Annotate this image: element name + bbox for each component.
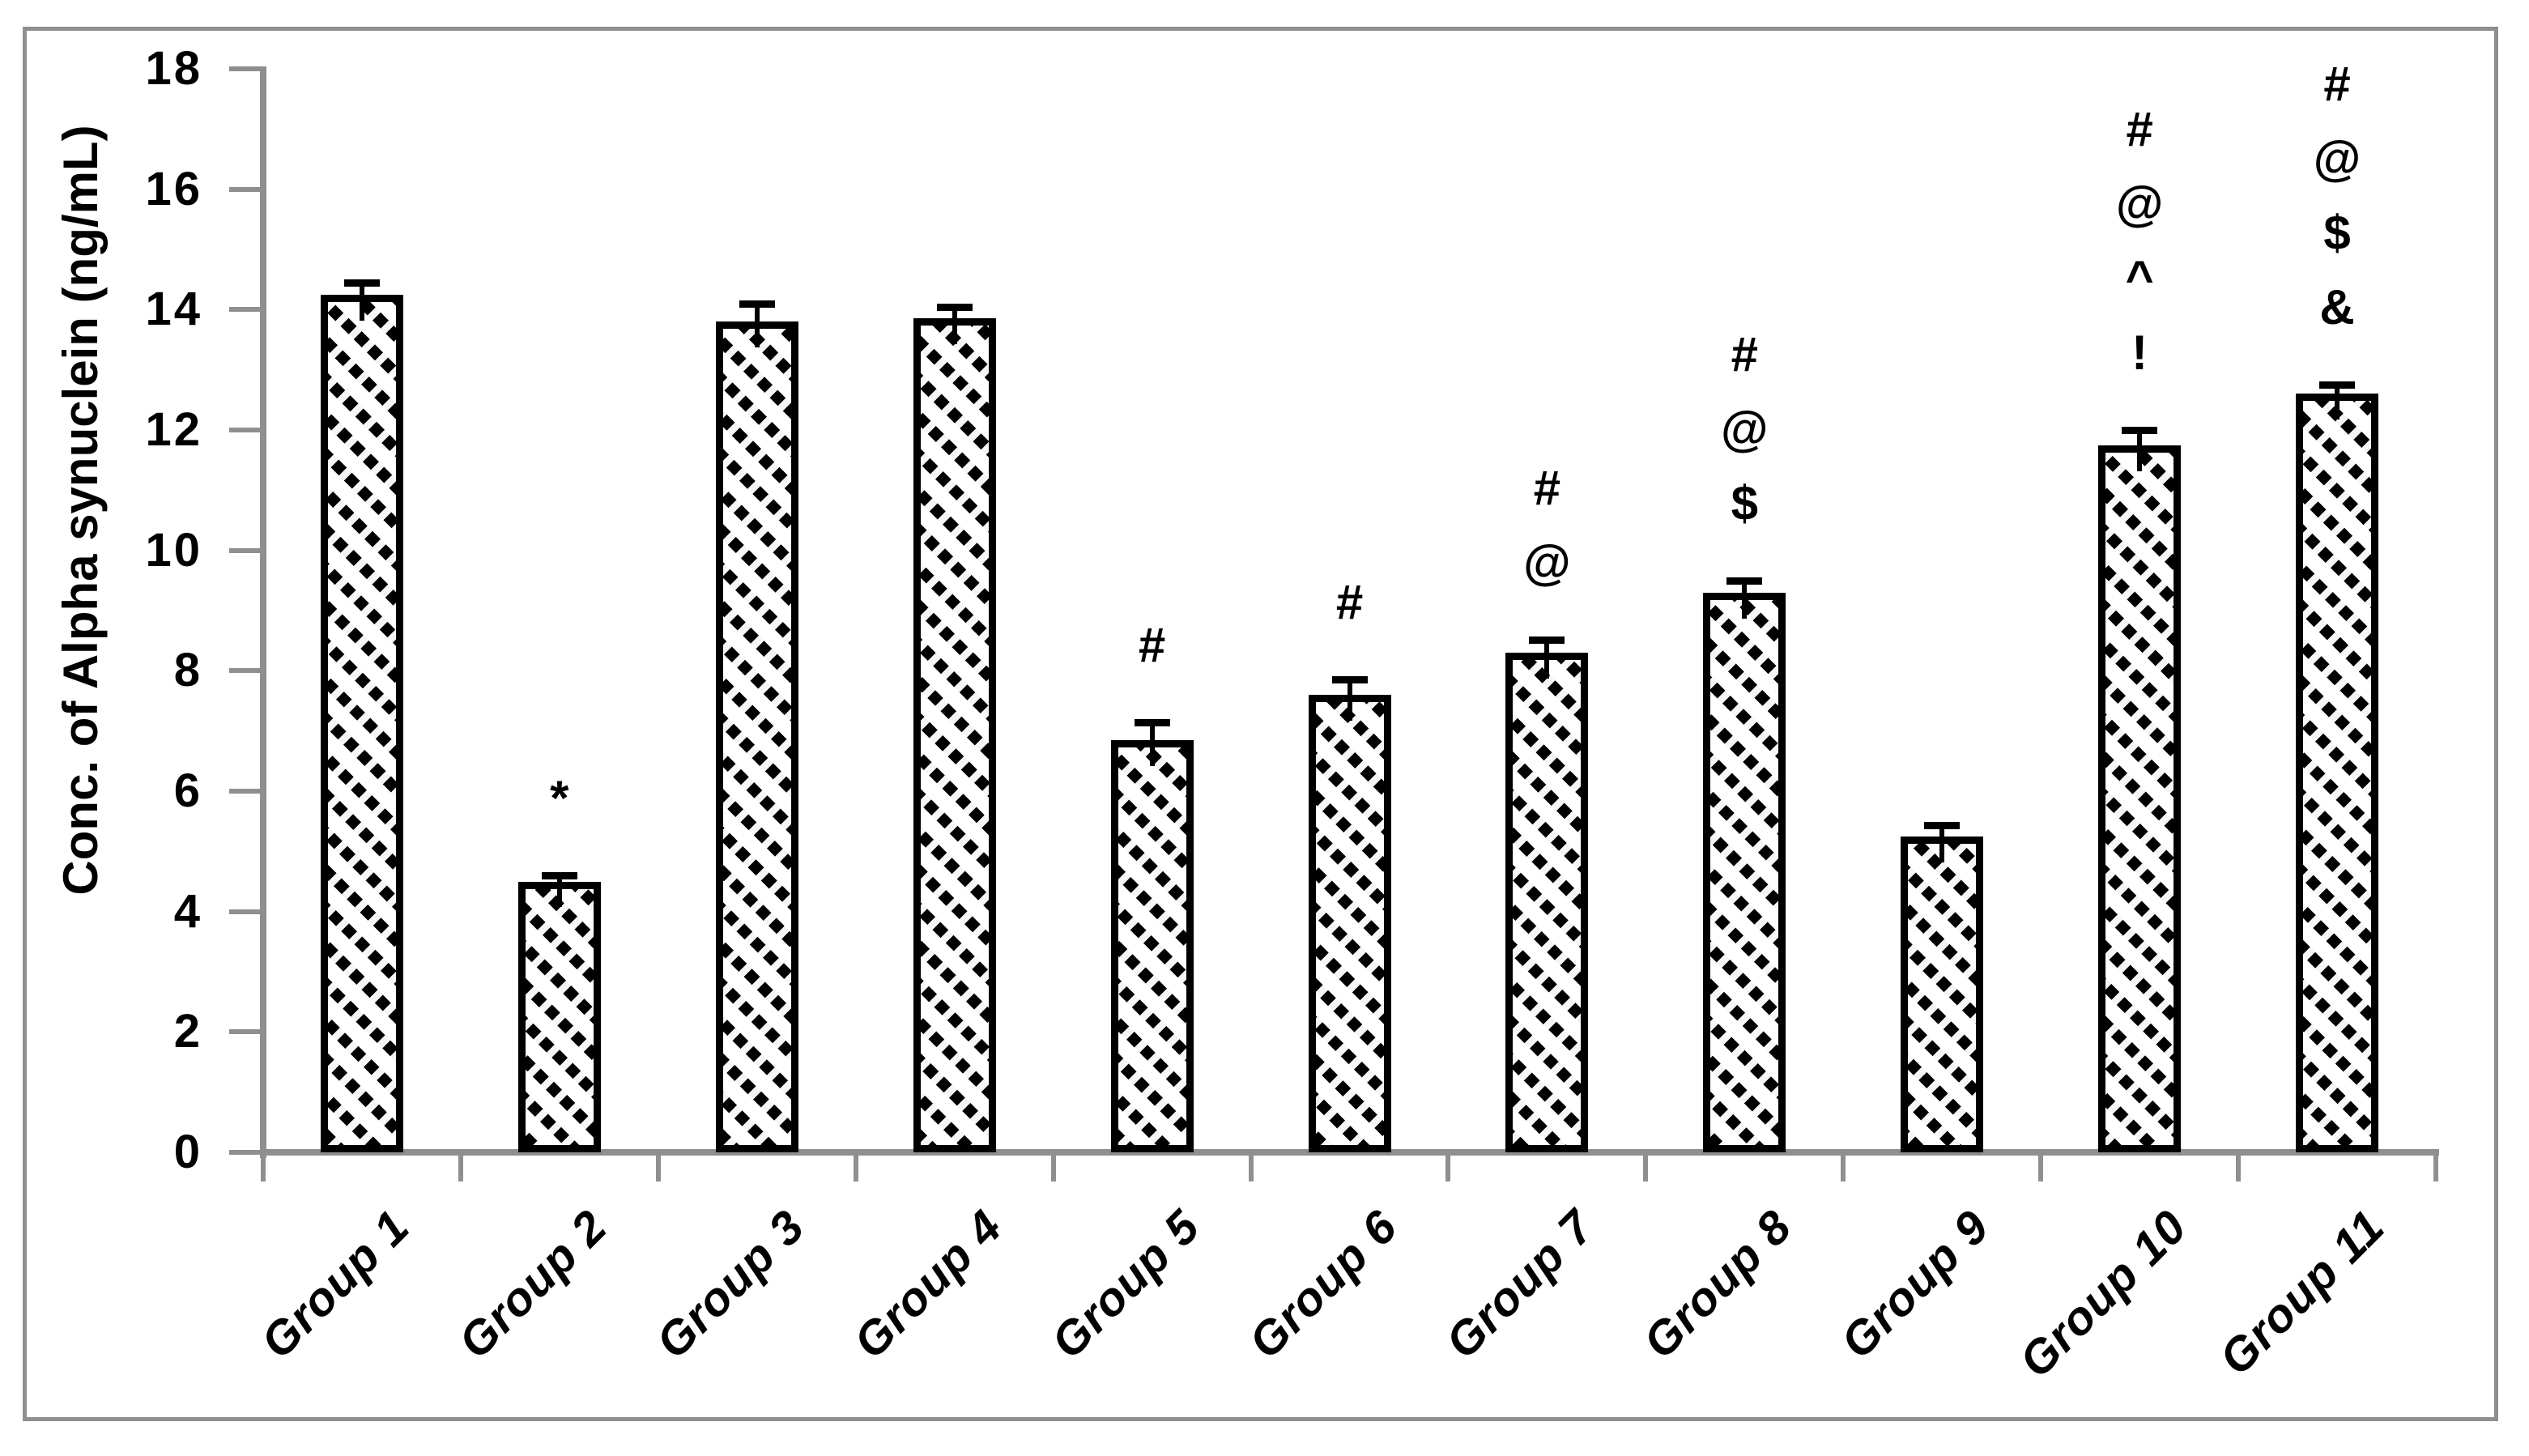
error-bar-line bbox=[1939, 825, 1945, 862]
y-tick-label: 8 bbox=[173, 644, 202, 697]
error-bar-cap bbox=[1134, 718, 1170, 726]
bar-group-5 bbox=[1110, 739, 1194, 1152]
significance-marker: @ bbox=[1523, 534, 1571, 590]
y-axis-tick bbox=[229, 307, 260, 313]
x-axis-tick bbox=[458, 1152, 463, 1181]
error-bar-cap bbox=[739, 300, 775, 308]
y-tick-label: 0 bbox=[173, 1126, 202, 1178]
bar-group-11 bbox=[2296, 394, 2379, 1152]
bar-group-6 bbox=[1308, 695, 1391, 1152]
x-axis-tick bbox=[1445, 1152, 1451, 1181]
error-bar-line bbox=[359, 282, 364, 321]
x-axis-tick bbox=[2038, 1152, 2044, 1181]
chart-frame bbox=[23, 27, 2498, 1421]
bar-group-8 bbox=[1703, 592, 1786, 1152]
significance-marker: @ bbox=[1721, 401, 1769, 456]
x-axis-tick bbox=[2236, 1152, 2242, 1181]
significance-marker: # bbox=[2126, 102, 2153, 156]
significance-marker: @ bbox=[2115, 177, 2164, 231]
bar-group-7 bbox=[1505, 653, 1589, 1152]
y-axis-line bbox=[260, 66, 266, 1158]
bar-group-10 bbox=[2098, 445, 2182, 1152]
y-axis-tick bbox=[229, 1029, 260, 1035]
significance-marker: @ bbox=[2313, 131, 2361, 186]
significance-marker: ^ bbox=[2125, 251, 2154, 305]
significance-marker: # bbox=[1138, 617, 1166, 672]
x-axis-tick bbox=[1643, 1152, 1649, 1181]
error-bar-line bbox=[2137, 430, 2143, 471]
y-tick-label: 6 bbox=[173, 764, 202, 817]
bar-group-4 bbox=[913, 318, 996, 1152]
y-tick-label: 16 bbox=[145, 162, 202, 215]
x-axis-line bbox=[260, 1149, 2439, 1156]
bar-group-3 bbox=[715, 321, 798, 1152]
y-axis-tick bbox=[229, 186, 260, 192]
error-bar-line bbox=[754, 303, 760, 348]
x-axis-tick bbox=[261, 1152, 266, 1181]
x-axis-tick bbox=[1248, 1152, 1254, 1181]
significance-marker: # bbox=[1533, 460, 1561, 515]
error-bar-cap bbox=[541, 872, 577, 880]
x-axis-tick bbox=[1050, 1152, 1056, 1181]
y-axis-tick bbox=[229, 66, 260, 71]
error-bar-cap bbox=[2319, 381, 2356, 390]
y-tick-label: 12 bbox=[145, 403, 202, 456]
error-bar-cap bbox=[1726, 577, 1763, 585]
y-axis-tick bbox=[229, 547, 260, 553]
bar-group-9 bbox=[1901, 836, 1984, 1152]
y-axis-tick bbox=[229, 428, 260, 432]
error-bar-line bbox=[952, 306, 957, 345]
significance-marker: $ bbox=[2323, 206, 2351, 261]
y-tick-label: 2 bbox=[173, 1005, 202, 1058]
error-bar-cap bbox=[343, 279, 380, 287]
x-axis-tick bbox=[1841, 1152, 1846, 1181]
error-bar-line bbox=[1149, 722, 1155, 766]
x-axis-tick bbox=[655, 1152, 661, 1181]
error-bar-line bbox=[556, 875, 562, 908]
y-tick-label: 4 bbox=[173, 884, 202, 938]
error-bar-line bbox=[1742, 580, 1748, 619]
bar-group-2 bbox=[517, 881, 601, 1152]
y-tick-label: 18 bbox=[145, 42, 202, 95]
error-bar-cap bbox=[1924, 822, 1961, 830]
y-axis-tick bbox=[229, 1150, 260, 1155]
error-bar-cap bbox=[2122, 427, 2158, 434]
x-axis-tick bbox=[2433, 1152, 2438, 1181]
x-axis-tick bbox=[853, 1152, 858, 1181]
y-tick-label: 14 bbox=[145, 283, 202, 336]
error-bar-cap bbox=[1529, 636, 1565, 644]
significance-marker: * bbox=[550, 771, 569, 826]
y-tick-label: 10 bbox=[145, 523, 202, 577]
y-axis-tick bbox=[229, 668, 260, 674]
error-bar-cap bbox=[936, 303, 973, 311]
significance-marker: ! bbox=[2131, 326, 2148, 380]
significance-marker: $ bbox=[1731, 475, 1758, 530]
error-bar-cap bbox=[1331, 676, 1368, 684]
y-axis-tick bbox=[229, 909, 260, 914]
significance-marker: # bbox=[1335, 575, 1364, 630]
error-bar-line bbox=[1347, 679, 1352, 722]
error-bar-line bbox=[2335, 385, 2340, 420]
significance-marker: # bbox=[2323, 57, 2351, 112]
significance-marker: & bbox=[2319, 280, 2355, 335]
y-axis-tick bbox=[229, 789, 260, 794]
bar-group-1 bbox=[320, 294, 403, 1152]
error-bar-line bbox=[1544, 639, 1550, 679]
significance-marker: # bbox=[1731, 326, 1758, 381]
